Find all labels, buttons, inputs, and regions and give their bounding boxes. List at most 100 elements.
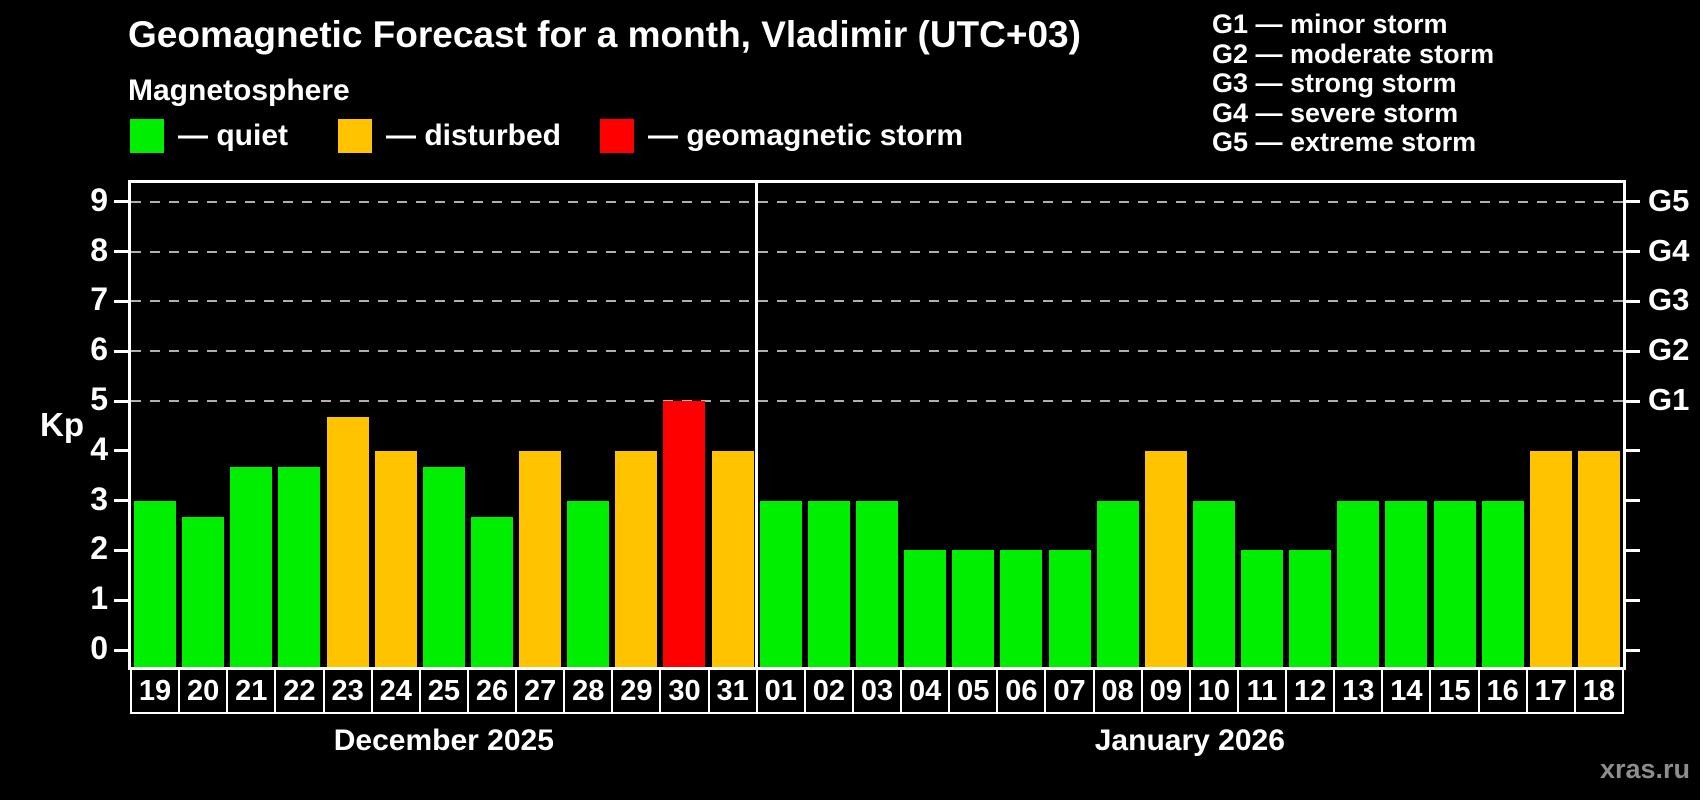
bar-january-18 xyxy=(1577,450,1620,667)
day-label-03: 03 xyxy=(851,668,903,714)
day-label-22: 22 xyxy=(274,668,325,714)
left-tick-9 xyxy=(114,200,128,204)
day-label-20: 20 xyxy=(178,668,229,714)
right-tick-8 xyxy=(1626,250,1640,254)
g4-legend-line: G4 — severe storm xyxy=(1212,97,1459,128)
bar-december-28 xyxy=(567,500,610,667)
legend-item-quiet: — quiet xyxy=(130,118,288,154)
gridline-kp9 xyxy=(131,200,1623,203)
legend-label-storm: — geomagnetic storm xyxy=(648,119,964,152)
y-tick-label-4: 4 xyxy=(90,430,108,467)
day-label-27: 27 xyxy=(515,668,566,714)
right-tick-1 xyxy=(1626,598,1640,602)
day-label-06: 06 xyxy=(996,668,1047,714)
y-tick-label-9: 9 xyxy=(90,181,108,218)
day-label-12: 12 xyxy=(1285,668,1336,714)
g-tick-label-g2: G2 xyxy=(1648,332,1690,368)
right-tick-4 xyxy=(1626,449,1640,453)
day-label-11: 11 xyxy=(1236,668,1288,714)
quiet-color-swatch xyxy=(130,119,164,153)
bar-december-29 xyxy=(615,450,658,667)
bar-december-24 xyxy=(374,450,417,667)
day-label-28: 28 xyxy=(563,668,614,714)
day-label-01: 01 xyxy=(755,668,806,714)
y-tick-label-3: 3 xyxy=(90,480,108,517)
day-label-19: 19 xyxy=(130,668,181,714)
left-tick-5 xyxy=(114,399,128,403)
day-label-25: 25 xyxy=(418,668,469,714)
bar-january-05 xyxy=(952,550,995,667)
day-label-21: 21 xyxy=(226,668,277,714)
day-label-16: 16 xyxy=(1477,668,1528,714)
bar-january-15 xyxy=(1433,500,1476,667)
bar-december-22 xyxy=(278,467,321,667)
bar-january-13 xyxy=(1337,500,1380,667)
g-scale-legend: G1 — minor storm G2 — moderate storm G3 … xyxy=(1212,9,1494,158)
day-label-08: 08 xyxy=(1092,668,1143,714)
day-label-31: 31 xyxy=(707,668,758,714)
g-tick-label-g3: G3 xyxy=(1648,282,1690,318)
day-label-07: 07 xyxy=(1044,668,1095,714)
day-label-24: 24 xyxy=(370,668,421,714)
legend-label-disturbed: — disturbed xyxy=(386,119,562,152)
bar-december-19 xyxy=(134,500,177,667)
left-tick-7 xyxy=(114,299,128,303)
bar-january-08 xyxy=(1096,500,1139,667)
right-tick-5 xyxy=(1626,399,1640,403)
g1-legend-line: G1 — minor storm xyxy=(1212,9,1448,39)
day-label-09: 09 xyxy=(1140,668,1191,714)
gridline-kp7 xyxy=(131,300,1623,303)
g-tick-label-g4: G4 xyxy=(1648,232,1690,268)
left-tick-2 xyxy=(114,548,128,552)
bar-december-30 xyxy=(663,401,706,667)
y-tick-label-2: 2 xyxy=(90,530,108,567)
right-tick-7 xyxy=(1626,299,1640,303)
day-label-26: 26 xyxy=(466,668,518,714)
y-axis-label: Kp xyxy=(40,406,84,443)
bar-december-23 xyxy=(326,417,369,667)
bar-december-26 xyxy=(470,517,513,667)
chart-title: Geomagnetic Forecast for a month, Vladim… xyxy=(128,14,1081,55)
right-tick-0 xyxy=(1626,648,1640,652)
day-label-10: 10 xyxy=(1188,668,1239,714)
bar-december-31 xyxy=(711,450,754,667)
day-label-15: 15 xyxy=(1429,668,1480,714)
day-label-23: 23 xyxy=(322,668,373,714)
bar-december-27 xyxy=(519,450,562,667)
bar-january-14 xyxy=(1385,500,1428,667)
bar-january-07 xyxy=(1048,550,1091,667)
y-tick-label-7: 7 xyxy=(90,281,108,318)
day-label-13: 13 xyxy=(1333,668,1384,714)
right-tick-9 xyxy=(1626,200,1640,204)
bar-january-11 xyxy=(1241,550,1284,667)
bar-january-01 xyxy=(759,500,802,667)
gridline-kp6 xyxy=(131,350,1623,353)
day-label-02: 02 xyxy=(803,668,854,714)
bar-december-20 xyxy=(182,517,225,667)
right-tick-3 xyxy=(1626,499,1640,503)
y-tick-label-5: 5 xyxy=(90,381,108,417)
day-label-04: 04 xyxy=(900,668,951,714)
bar-january-17 xyxy=(1529,450,1572,667)
watermark: xras.ru xyxy=(1599,754,1690,784)
month-divider xyxy=(755,183,759,667)
day-label-14: 14 xyxy=(1381,668,1432,714)
legend-item-storm: — geomagnetic storm xyxy=(600,118,963,154)
day-label-17: 17 xyxy=(1525,668,1576,714)
y-tick-label-8: 8 xyxy=(90,231,108,268)
g5-legend-line: G5 — extreme storm xyxy=(1212,127,1477,157)
right-tick-6 xyxy=(1626,349,1640,353)
left-tick-6 xyxy=(114,349,128,353)
g3-legend-line: G3 — strong storm xyxy=(1212,68,1457,98)
gridline-kp5 xyxy=(131,400,1623,402)
left-tick-8 xyxy=(114,250,128,254)
y-tick-label-1: 1 xyxy=(90,580,108,617)
g-tick-label-g1: G1 xyxy=(1648,382,1690,417)
bar-january-16 xyxy=(1481,500,1524,667)
left-tick-0 xyxy=(114,648,128,652)
storm-color-swatch xyxy=(600,119,634,153)
bar-january-02 xyxy=(807,500,850,667)
g-tick-label-g5: G5 xyxy=(1648,182,1690,218)
day-label-18: 18 xyxy=(1573,668,1624,714)
y-tick-label-6: 6 xyxy=(90,331,108,368)
